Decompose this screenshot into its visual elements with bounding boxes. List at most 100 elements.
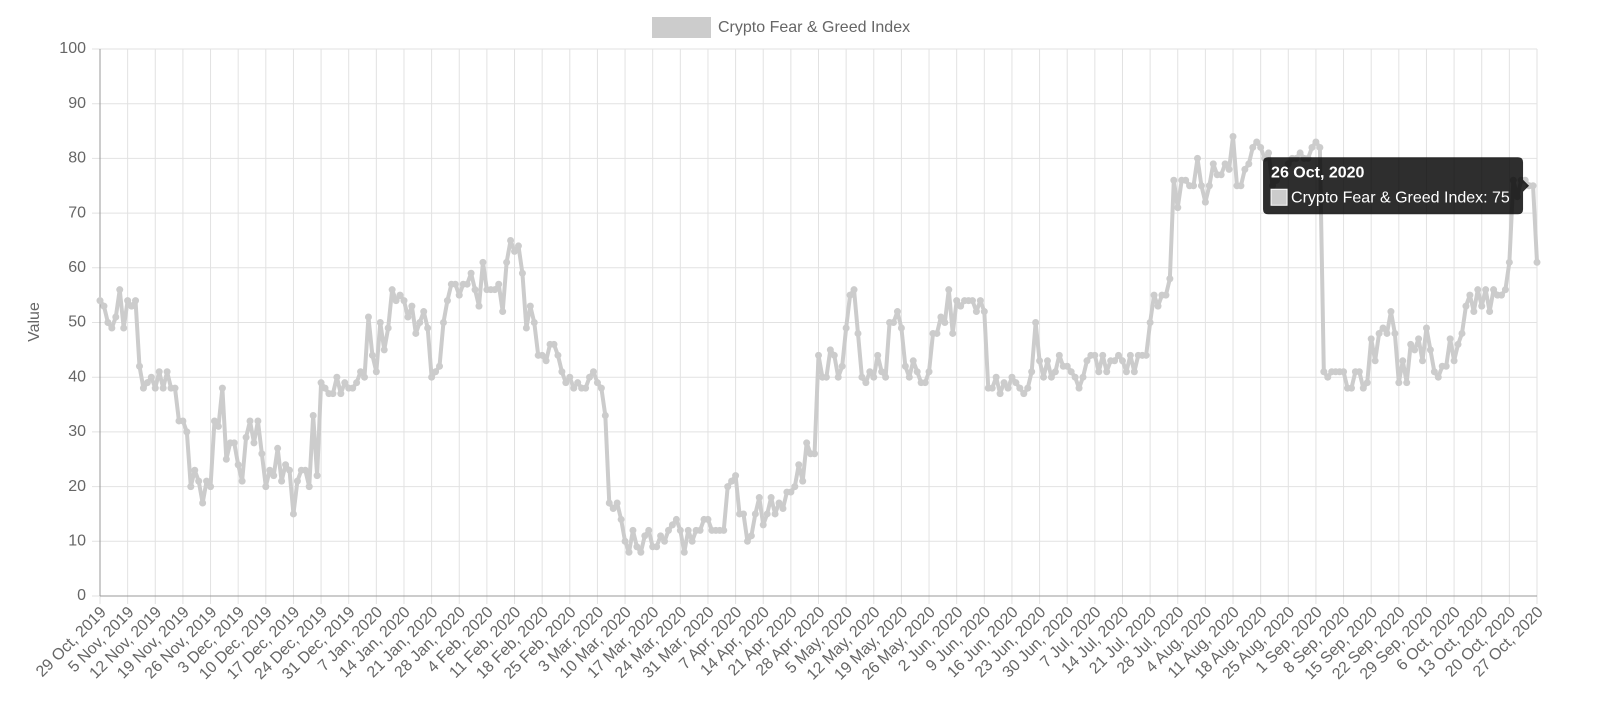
data-point (1379, 324, 1387, 332)
data-point (704, 515, 712, 523)
data-point (992, 373, 1000, 381)
data-point (988, 384, 996, 392)
data-point (558, 368, 566, 376)
data-point (625, 548, 633, 556)
data-point (1067, 368, 1075, 376)
data-point (1174, 204, 1182, 212)
data-point (120, 324, 128, 332)
data-point (258, 450, 266, 458)
data-point (925, 368, 933, 376)
data-point (163, 368, 171, 376)
data-point (732, 472, 740, 480)
data-point (155, 368, 163, 376)
data-point (1253, 138, 1261, 146)
data-point (1383, 329, 1391, 337)
data-point (763, 510, 771, 518)
data-point (1083, 357, 1091, 365)
data-point (1245, 160, 1253, 168)
data-point (672, 515, 680, 523)
tooltip: 26 Oct, 2020 Crypto Fear & Greed Index: 7… (1263, 157, 1530, 215)
data-point (605, 499, 613, 507)
data-point (905, 373, 913, 381)
data-point (550, 340, 558, 348)
data-point (1095, 368, 1103, 376)
data-point (747, 532, 755, 540)
data-point (313, 472, 321, 480)
data-point (893, 308, 901, 316)
data-point (684, 526, 692, 534)
data-point (1415, 335, 1423, 343)
data-point (112, 313, 120, 321)
y-tick-label: 70 (68, 204, 86, 221)
data-point (526, 302, 534, 310)
y-tick-label: 0 (77, 587, 86, 604)
data-point (349, 384, 357, 392)
data-point (1008, 373, 1016, 381)
data-point (128, 302, 136, 310)
data-point (139, 384, 147, 392)
data-point (968, 297, 976, 305)
data-point (1403, 379, 1411, 387)
data-point (1312, 138, 1320, 146)
data-point (199, 499, 207, 507)
data-point (901, 362, 909, 370)
data-point (1257, 143, 1265, 151)
data-point (621, 537, 629, 545)
data-point (830, 351, 838, 359)
data-point (376, 319, 384, 326)
data-point (972, 308, 980, 316)
data-point (400, 297, 408, 305)
data-point (941, 319, 949, 326)
data-point (613, 499, 621, 507)
y-tick-label: 50 (68, 314, 86, 331)
data-point (451, 280, 459, 288)
data-point (1237, 182, 1245, 190)
y-tick-label: 40 (68, 368, 86, 385)
data-point (361, 373, 369, 381)
data-point (724, 483, 732, 491)
data-point (195, 477, 203, 485)
data-point (1371, 357, 1379, 365)
data-point (617, 515, 625, 523)
data-point (1063, 362, 1071, 370)
data-point (1103, 368, 1111, 376)
data-point (285, 466, 293, 474)
data-point (246, 417, 254, 425)
data-point (775, 499, 783, 507)
data-point (337, 390, 345, 398)
data-point (238, 477, 246, 485)
data-point (151, 384, 159, 392)
y-tick-label: 60 (68, 259, 86, 276)
data-point (1091, 351, 1099, 359)
data-point (159, 384, 167, 392)
data-point (882, 373, 890, 381)
data-point (274, 444, 282, 452)
data-point (1367, 335, 1375, 343)
data-point (858, 373, 866, 381)
data-point (842, 324, 850, 332)
legend-label: Crypto Fear & Greed Index (718, 19, 910, 36)
data-point (834, 373, 842, 381)
data-point (854, 329, 862, 337)
y-tick-label: 10 (68, 533, 86, 550)
data-point (1166, 275, 1174, 283)
data-point (1470, 308, 1478, 316)
data-point (1387, 308, 1395, 316)
data-point (329, 390, 337, 398)
data-point (203, 477, 211, 485)
tooltip-title: 26 Oct, 2020 (1271, 164, 1365, 181)
data-point (641, 532, 649, 540)
data-point (866, 368, 874, 376)
data-point (416, 319, 424, 326)
data-point (1391, 329, 1399, 337)
data-point (1162, 291, 1170, 299)
data-point (799, 477, 807, 485)
data-point (1209, 160, 1217, 168)
data-point (135, 362, 143, 370)
data-point (132, 297, 140, 305)
tooltip-box (1263, 157, 1530, 215)
data-point (108, 324, 116, 332)
data-point (653, 543, 661, 551)
data-point (1170, 176, 1178, 184)
data-point (404, 313, 412, 321)
